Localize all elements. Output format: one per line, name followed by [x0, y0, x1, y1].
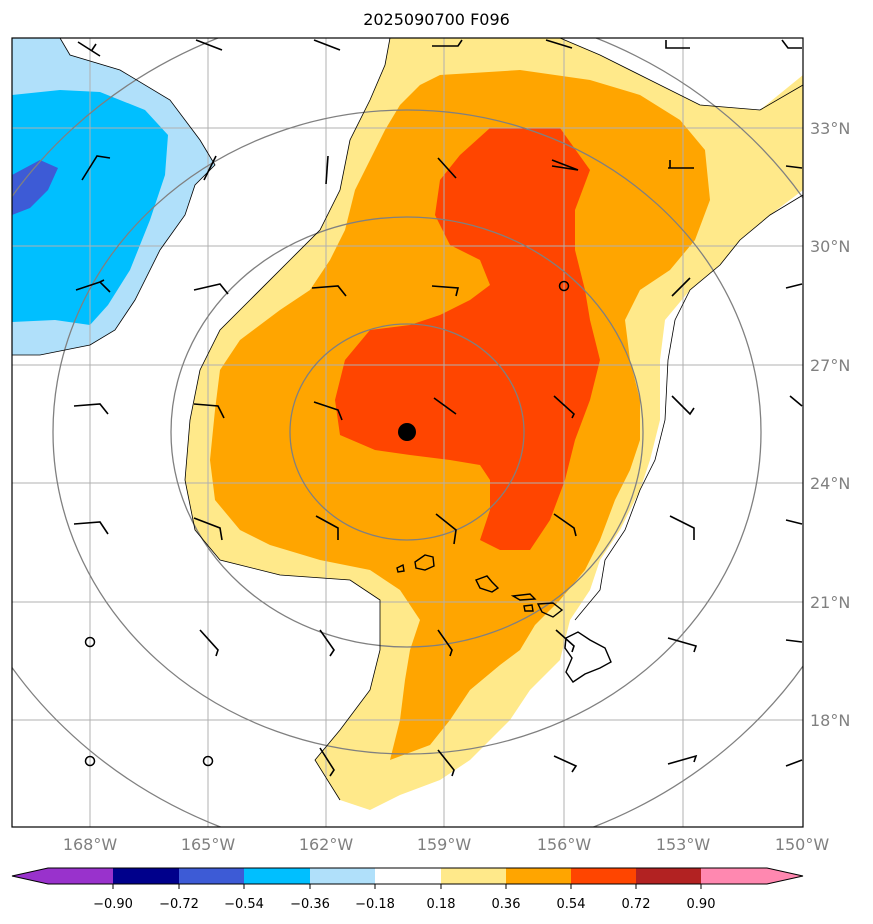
- graticule: [12, 38, 803, 827]
- colorbar-extend-max: [767, 868, 803, 884]
- lat-label-18: 18°N: [810, 711, 850, 730]
- contour-lines: [12, 38, 803, 801]
- longitude-labels: 168°W 165°W 162°W 159°W 156°W 153°W 150°…: [63, 835, 830, 854]
- lat-label-27: 27°N: [810, 356, 850, 375]
- colorbar-tick-label: 0.54: [557, 897, 586, 912]
- colorbar-seg-7: [506, 868, 571, 884]
- colorbar-tick-label: −0.90: [93, 897, 133, 912]
- colorbar-tick-label: −0.54: [224, 897, 264, 912]
- lon-label-153: 153°W: [656, 835, 711, 854]
- colorbar-tick-label: 0.72: [622, 897, 651, 912]
- colorbar-tick-label: 0.36: [492, 897, 521, 912]
- colorbar-seg-4: [310, 868, 375, 884]
- lon-label-159: 159°W: [417, 835, 472, 854]
- latitude-labels: 33°N 30°N 27°N 24°N 21°N 18°N: [810, 119, 850, 730]
- colorbar-seg-10: [701, 868, 767, 884]
- lat-label-21: 21°N: [810, 593, 850, 612]
- colorbar-tick-label: −0.36: [290, 897, 330, 912]
- map-title: 2025090700 F096: [363, 10, 510, 29]
- colorbar: −0.90 −0.72 −0.54 −0.36 −0.18 0.18 0.36 …: [11, 867, 804, 912]
- map-frame: [11, 37, 804, 828]
- colorbar-seg-1: [113, 868, 179, 884]
- colorbar-extend-min: [12, 868, 48, 884]
- lon-label-162: 162°W: [299, 835, 354, 854]
- colorbar-tick-label: −0.72: [159, 897, 199, 912]
- colorbar-seg-8: [571, 868, 636, 884]
- wind-barbs: [73, 39, 803, 777]
- lat-label-24: 24°N: [810, 474, 850, 493]
- colorbar-seg-2: [179, 868, 244, 884]
- lat-label-30: 30°N: [810, 237, 850, 256]
- colorbar-seg-9: [636, 868, 701, 884]
- colorbar-seg-3: [244, 868, 310, 884]
- calm-wind-markers: [84, 280, 570, 767]
- colorbar-tick-label: 0.18: [427, 897, 456, 912]
- colorbar-seg-0: [48, 868, 113, 884]
- neg-contour-3: [12, 160, 58, 215]
- lon-label-156: 156°W: [537, 835, 592, 854]
- lon-label-150: 150°W: [775, 835, 830, 854]
- storm-center-dot: [398, 423, 416, 441]
- lat-label-33: 33°N: [810, 119, 850, 138]
- colorbar-seg-6: [441, 868, 506, 884]
- colorbar-seg-5: [375, 868, 441, 884]
- colorbar-tick-label: 0.90: [687, 897, 716, 912]
- hawaii-islands: [396, 554, 612, 683]
- lon-label-165: 165°W: [181, 835, 236, 854]
- lon-label-168: 168°W: [63, 835, 118, 854]
- colorbar-tick-label: −0.18: [355, 897, 395, 912]
